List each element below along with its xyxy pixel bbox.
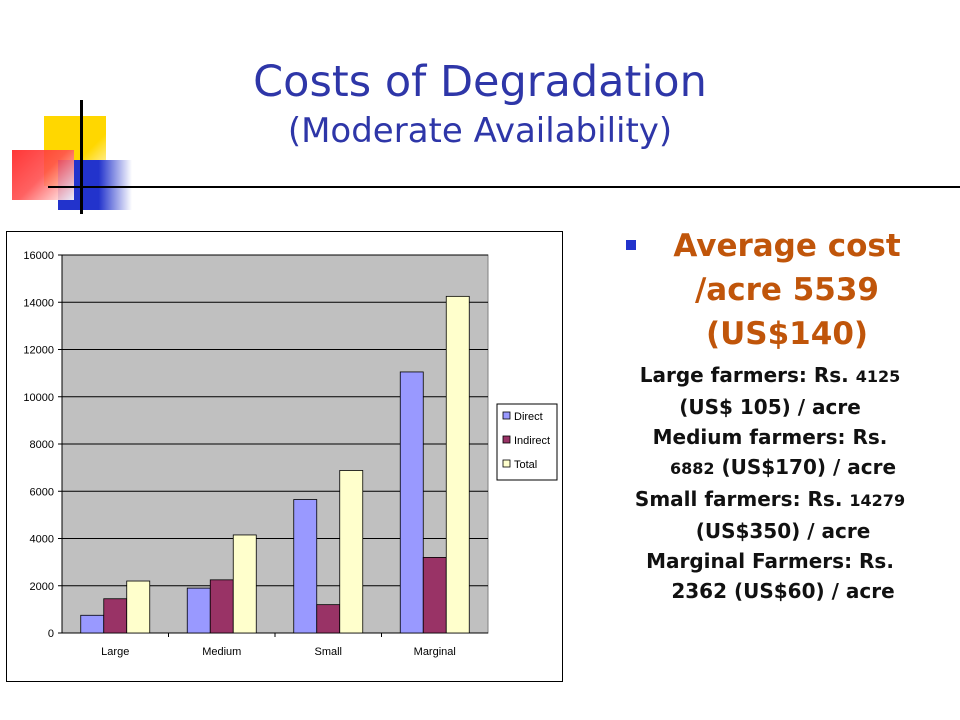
marginal-farmers-line: Marginal Farmers: Rs. bbox=[646, 549, 894, 573]
large-value: 4125 bbox=[855, 367, 901, 386]
y-tick-label: 2000 bbox=[30, 581, 54, 593]
y-tick-label: 12000 bbox=[23, 345, 54, 357]
x-tick-label: Large bbox=[101, 646, 129, 658]
bar-total-medium bbox=[232, 534, 257, 634]
small-label: Small farmers: Rs. bbox=[634, 487, 843, 511]
small-farmers-line: Small farmers: Rs. 14279 bbox=[590, 484, 950, 516]
bar-indirect-large bbox=[103, 598, 128, 634]
large-label: Large farmers: Rs. bbox=[639, 363, 849, 387]
bar-direct-medium bbox=[186, 587, 211, 634]
legend-swatch-indirect bbox=[502, 435, 511, 444]
y-tick-label: 10000 bbox=[23, 392, 54, 404]
bar-indirect-marginal bbox=[422, 556, 447, 634]
marginal-usd: 2362 (US$60) / acre bbox=[671, 579, 895, 603]
bullet-text: Average cost /acre 5539 (US$140) bbox=[673, 228, 901, 352]
bar-direct-small bbox=[293, 499, 318, 634]
legend-label-total: Total bbox=[514, 459, 537, 471]
large-farmers-line: Large farmers: Rs. 4125 bbox=[590, 360, 950, 392]
legend-label-indirect: Indirect bbox=[514, 435, 550, 447]
medium-farmers-line: Medium farmers: Rs. bbox=[652, 425, 888, 449]
bar-indirect-small bbox=[316, 604, 341, 634]
bar-total-large bbox=[126, 580, 151, 634]
bar-chart: 0 2000 4000 6000 8000 10000 12000 14000 16000 Lar… bbox=[23, 250, 558, 658]
marginal-usd-line: 2362 (US$60) / acre bbox=[590, 576, 950, 606]
legend-label-direct: Direct bbox=[514, 411, 543, 423]
y-tick-label: 4000 bbox=[30, 534, 54, 546]
chart-frame: 0 2000 4000 6000 8000 10000 12000 14000 16000 Lar… bbox=[6, 231, 563, 682]
medium-usd-line: 6882 (US$170) / acre bbox=[590, 452, 950, 484]
title-subtitle: (Moderate Availability) bbox=[287, 110, 673, 151]
bullet-point: Average cost /acre 5539 (US$140) bbox=[600, 224, 950, 356]
y-tick-label: 0 bbox=[48, 628, 54, 640]
bar-total-marginal bbox=[445, 295, 470, 634]
x-tick-label: Small bbox=[314, 646, 342, 658]
legend-swatch-total bbox=[502, 459, 511, 468]
bar-direct-marginal bbox=[399, 371, 424, 634]
bar-indirect-medium bbox=[209, 579, 234, 634]
y-tick-label: 8000 bbox=[30, 439, 54, 451]
decor-vertical-line bbox=[80, 100, 83, 214]
slide-title: Costs of Degradation (Moderate Availabil… bbox=[180, 56, 780, 152]
title-main: Costs of Degradation bbox=[253, 57, 707, 107]
y-tick-label: 14000 bbox=[23, 297, 54, 309]
x-tick-label: Medium bbox=[202, 646, 241, 658]
small-value: 14279 bbox=[849, 491, 906, 510]
legend-swatch-direct bbox=[502, 411, 511, 420]
decor-red-square bbox=[12, 150, 74, 200]
medium-usd: (US$170) / acre bbox=[721, 455, 897, 479]
bar-total-small bbox=[339, 470, 364, 634]
bullet-square-icon bbox=[626, 240, 636, 250]
farmer-cost-details: Large farmers: Rs. 4125 (US$ 105) / acre… bbox=[590, 360, 950, 606]
medium-value: 6882 bbox=[669, 459, 715, 478]
title-underline bbox=[48, 186, 960, 188]
small-usd-line: (US$350) / acre bbox=[590, 516, 950, 546]
y-tick-label: 16000 bbox=[23, 250, 54, 262]
y-tick-label: 6000 bbox=[30, 486, 54, 498]
bar-direct-large bbox=[80, 614, 105, 634]
x-tick-label: Marginal bbox=[414, 646, 456, 658]
large-usd-line: (US$ 105) / acre bbox=[679, 395, 861, 419]
small-usd: (US$350) / acre bbox=[695, 519, 871, 543]
